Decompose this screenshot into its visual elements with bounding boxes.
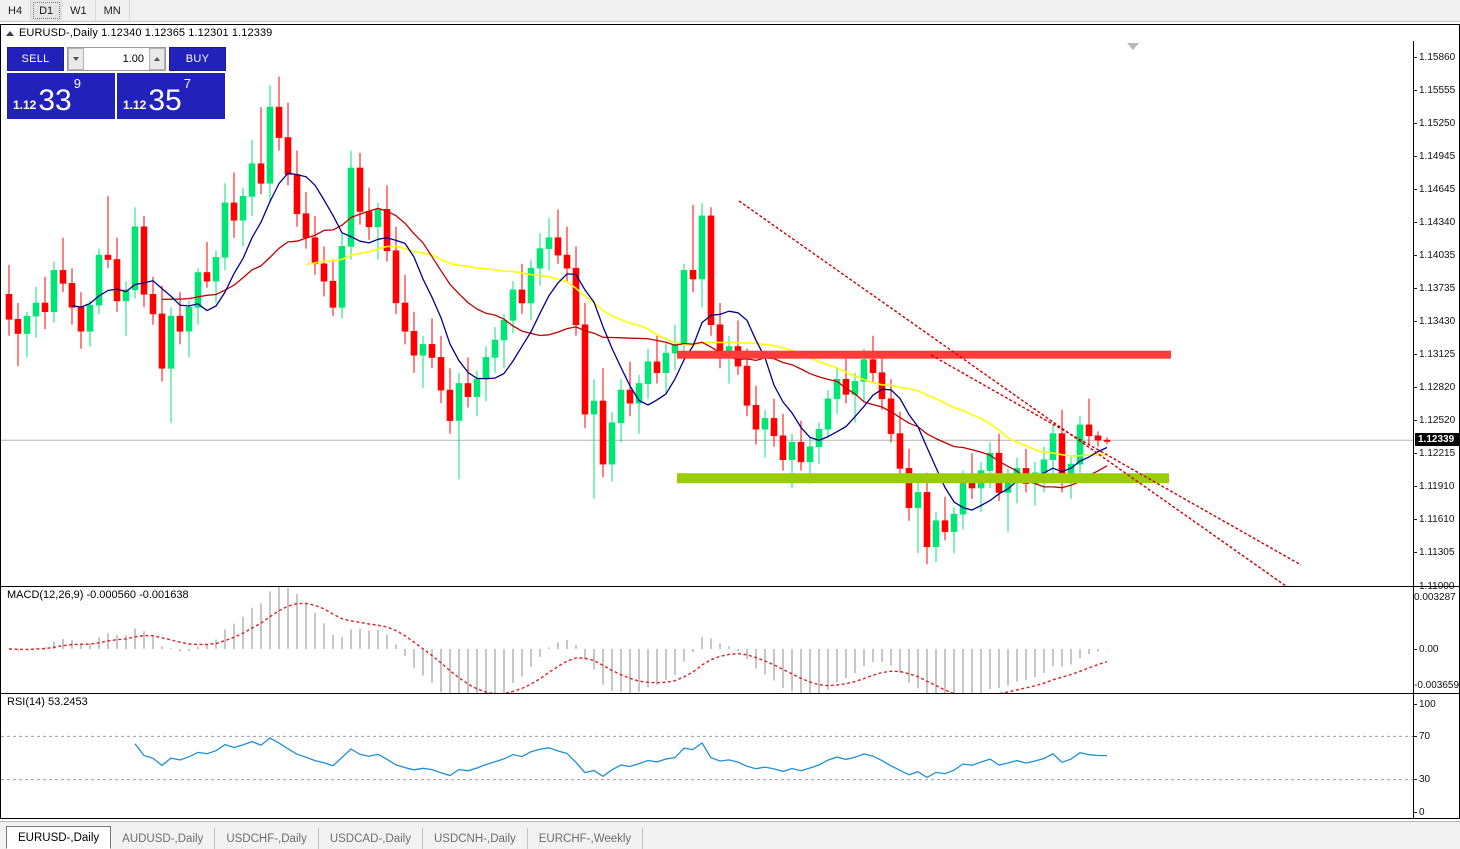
price-tick: 1.13430 <box>1414 316 1460 328</box>
rsi-tick: 0 <box>1414 806 1460 818</box>
rsi-chart-svg <box>1 735 1415 781</box>
scale-column[interactable]: 1.15860 1.15555 1.15250 1.14945 1.14645 1.143… <box>1413 41 1460 818</box>
buy-button[interactable]: BUY <box>169 47 226 71</box>
rsi-tick: 30 <box>1414 774 1460 786</box>
rsi-tick: 70 <box>1414 730 1460 742</box>
price-pane[interactable] <box>1 41 1415 586</box>
price-scale[interactable]: 1.15860 1.15555 1.15250 1.14945 1.14645 1.143… <box>1414 41 1460 592</box>
macd-label: MACD(12,26,9) -0.000560 -0.001638 <box>5 589 191 601</box>
sell-price-button[interactable]: 1.12 33 9 <box>7 73 115 119</box>
chart-tab-0[interactable]: EURUSD-,Daily <box>6 826 112 849</box>
chart-tab-1[interactable]: AUDUSD-,Daily <box>111 828 216 849</box>
timeframe-mn[interactable]: MN <box>96 0 130 21</box>
price-tick: 1.12520 <box>1414 415 1460 427</box>
timeframe-w1[interactable]: W1 <box>62 0 96 21</box>
buy-price-button[interactable]: 1.12 35 7 <box>117 73 225 119</box>
macd-chart-svg <box>8 587 1108 693</box>
chart-tab-5[interactable]: EURCHF-,Weekly <box>528 828 644 849</box>
chart-symbol-ohlc: EURUSD-,Daily 1.12340 1.12365 1.12301 1.… <box>19 27 273 39</box>
chart-window: EURUSD-,Daily 1.12340 1.12365 1.12301 1.… <box>0 24 1460 834</box>
price-tick: 1.12215 <box>1414 448 1460 460</box>
sell-button[interactable]: SELL <box>7 47 64 71</box>
timeframe-toolbar: H4 D1 W1 MN <box>0 0 1460 22</box>
one-click-trading-panel[interactable]: SELL 1.00 BUY 1.12 33 9 1.12 35 7 <box>7 47 226 119</box>
price-tick: 1.15860 <box>1414 51 1460 63</box>
price-tick: 1.15555 <box>1414 84 1460 96</box>
chart-tab-3[interactable]: USDCAD-,Daily <box>319 828 423 849</box>
buy-price-prefix: 1.12 <box>123 98 147 112</box>
price-tick: 1.13125 <box>1414 349 1460 361</box>
volume-increase-icon[interactable] <box>149 48 165 70</box>
rsi-tick: 100 <box>1414 698 1460 710</box>
sell-price-main: 33 <box>38 84 72 117</box>
price-tick: 1.14340 <box>1414 216 1460 228</box>
buy-price-pipette: 7 <box>183 76 191 91</box>
price-tick: 1.14945 <box>1414 151 1460 163</box>
chart-top-marker-icon <box>1127 43 1139 50</box>
price-tick: 1.13735 <box>1414 282 1460 294</box>
current-price-label: 1.12339 <box>1415 433 1459 447</box>
rsi-label: RSI(14) 53.2453 <box>5 696 90 708</box>
macd-scale[interactable]: 0.003287 0.00 -0.003659 <box>1414 586 1460 693</box>
macd-tick: 0.003287 <box>1414 591 1456 603</box>
toolbar-spacer <box>130 0 1460 21</box>
price-tick: 1.14035 <box>1414 250 1460 262</box>
sell-price-pipette: 9 <box>73 76 81 91</box>
macd-tick: 0.00 <box>1414 643 1460 655</box>
price-tick: 1.15250 <box>1414 117 1460 129</box>
buy-price-main: 35 <box>148 84 182 117</box>
sell-price-prefix: 1.12 <box>13 98 37 112</box>
oct-top-row: SELL 1.00 BUY <box>7 47 226 71</box>
chart-header: EURUSD-,Daily 1.12340 1.12365 1.12301 1.… <box>1 25 1459 41</box>
rsi-pane[interactable]: RSI(14) 53.2453 <box>1 693 1415 818</box>
price-tick: 1.11305 <box>1414 547 1460 559</box>
chart-tab-4[interactable]: USDCNH-,Daily <box>423 828 528 849</box>
volume-stepper[interactable]: 1.00 <box>67 47 166 71</box>
price-chart-svg <box>1 76 1415 586</box>
price-tick: 1.14645 <box>1414 183 1460 195</box>
timeframe-d1[interactable]: D1 <box>31 0 63 21</box>
price-tick: 1.11610 <box>1414 514 1460 526</box>
price-tick: 1.11910 <box>1414 481 1460 493</box>
collapse-triangle-icon[interactable] <box>6 30 14 36</box>
chart-tab-2[interactable]: USDCHF-,Daily <box>215 828 319 849</box>
volume-input[interactable]: 1.00 <box>84 48 149 70</box>
price-tick: 1.12820 <box>1414 382 1460 394</box>
macd-pane[interactable]: MACD(12,26,9) -0.000560 -0.001638 <box>1 586 1415 693</box>
rsi-scale[interactable]: 100 70 30 0 <box>1414 693 1460 818</box>
chart-tab-bar: EURUSD-,Daily AUDUSD-,Daily USDCHF-,Daily U… <box>0 821 1460 849</box>
volume-decrease-icon[interactable] <box>68 48 84 70</box>
oct-price-row: 1.12 33 9 1.12 35 7 <box>7 73 226 119</box>
timeframe-h4[interactable]: H4 <box>0 0 32 21</box>
macd-tick: -0.003659 <box>1414 679 1460 691</box>
